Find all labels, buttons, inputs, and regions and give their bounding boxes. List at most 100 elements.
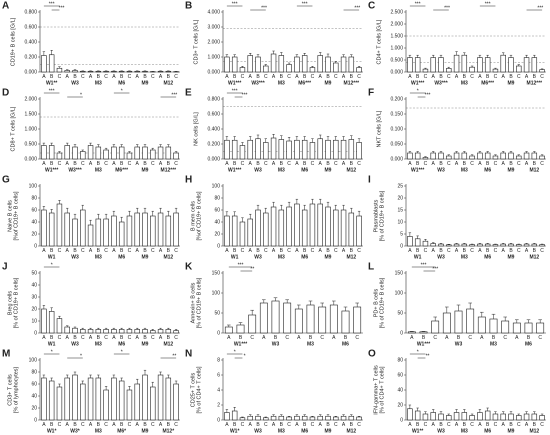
- bar-sublabel: C: [81, 335, 85, 341]
- group-label: M6: [484, 167, 491, 173]
- bar: [446, 415, 452, 421]
- error-bar: [174, 207, 178, 213]
- bar: [489, 318, 498, 334]
- group-label: W1*: [230, 428, 240, 434]
- bar-sublabel: A: [432, 161, 436, 167]
- bar: [500, 54, 506, 73]
- bar-sublabel: C: [264, 161, 268, 167]
- bar-sublabel: B: [73, 335, 77, 341]
- error-bar: [308, 300, 313, 305]
- error-bar: [478, 54, 482, 58]
- error-bar: [151, 147, 154, 150]
- bar-sublabel: B: [509, 161, 513, 167]
- group-label: M3: [307, 341, 314, 347]
- error-bar: [136, 144, 139, 147]
- group-label: M6: [342, 341, 349, 347]
- bar: [407, 152, 413, 160]
- significance-label: ***: [421, 262, 427, 268]
- error-bar: [241, 217, 244, 222]
- error-bar: [468, 302, 472, 309]
- bar-sublabel: C: [58, 248, 62, 254]
- significance-label: ***: [242, 92, 248, 98]
- error-bar: [262, 299, 266, 303]
- bar-sublabel: A: [445, 335, 449, 341]
- error-bar: [319, 198, 322, 204]
- error-bar: [128, 327, 131, 330]
- bar-sublabel: A: [455, 422, 459, 428]
- significance-label: ***: [261, 5, 267, 11]
- bar-sublabel: B: [50, 74, 54, 80]
- group-label: M12: [346, 428, 356, 434]
- bar: [80, 70, 86, 73]
- group-label: W3: [71, 341, 79, 347]
- bar: [157, 146, 164, 160]
- bar: [165, 146, 172, 160]
- error-bar: [233, 407, 236, 411]
- significance-label: ***: [49, 1, 55, 7]
- error-bar: [319, 52, 322, 56]
- bar-sublabel: B: [326, 422, 330, 428]
- bar-sublabel: A: [225, 422, 229, 428]
- bar: [231, 215, 238, 247]
- bar: [309, 416, 316, 421]
- bar: [118, 70, 125, 73]
- bar-sublabel: C: [355, 335, 359, 341]
- bar: [325, 56, 331, 73]
- bar: [165, 329, 172, 334]
- bar: [431, 320, 440, 334]
- bar-sublabel: B: [326, 161, 330, 167]
- bar: [173, 212, 179, 247]
- bar-sublabel: C: [81, 74, 85, 80]
- bar-sublabel: B: [256, 161, 260, 167]
- error-bar: [249, 53, 252, 56]
- y-axis-label: [% of CD4+ T cells]: [196, 366, 202, 413]
- bar: [286, 416, 292, 421]
- group-label: M9: [142, 80, 149, 86]
- bar-sublabel: C: [287, 422, 291, 428]
- error-bar: [470, 65, 474, 68]
- y-axis-label: IFN-gamma+ T cells: [373, 365, 379, 415]
- significance-label: ***: [302, 1, 308, 7]
- error-bar: [502, 52, 505, 56]
- bar-sublabel: B: [120, 422, 124, 428]
- error-bar: [326, 53, 330, 57]
- bar-sublabel: A: [66, 161, 70, 167]
- bar: [157, 212, 164, 247]
- bar-sublabel: A: [342, 161, 346, 167]
- bar-sublabel: C: [128, 248, 132, 254]
- bar-sublabel: C: [494, 422, 498, 428]
- bar-sublabel: C: [470, 422, 474, 428]
- error-bar: [50, 50, 53, 55]
- bar: [278, 55, 285, 73]
- panel-letter: K: [185, 262, 193, 273]
- bar: [469, 244, 475, 247]
- bar-sublabel: A: [502, 248, 506, 254]
- significance-label: ***: [171, 92, 177, 98]
- bar: [64, 326, 70, 334]
- bar: [294, 203, 300, 247]
- bar: [309, 67, 316, 73]
- error-bar: [66, 142, 69, 146]
- y-tick-label: 60: [214, 207, 220, 213]
- bar: [453, 54, 460, 73]
- y-tick-label: 0.200: [390, 96, 403, 102]
- bar: [255, 209, 261, 247]
- error-bar: [120, 377, 123, 381]
- error-bar: [167, 327, 170, 330]
- bar-sublabel: A: [319, 422, 323, 428]
- y-tick-label: 40: [31, 282, 37, 288]
- bar-sublabel: B: [97, 248, 101, 254]
- error-bar: [416, 54, 419, 58]
- bar: [142, 374, 148, 421]
- group-label: M9: [508, 80, 515, 86]
- error-bar: [174, 329, 178, 331]
- y-tick-label: 1.000: [207, 54, 220, 60]
- y-tick-label: 0.800: [24, 9, 37, 15]
- bar: [134, 212, 140, 247]
- significance-label: *: [121, 349, 123, 355]
- error-bar: [136, 378, 139, 384]
- error-bar: [408, 151, 412, 153]
- group-label: M9: [508, 254, 515, 260]
- y-tick-label: 8: [217, 357, 220, 363]
- error-bar: [525, 151, 528, 153]
